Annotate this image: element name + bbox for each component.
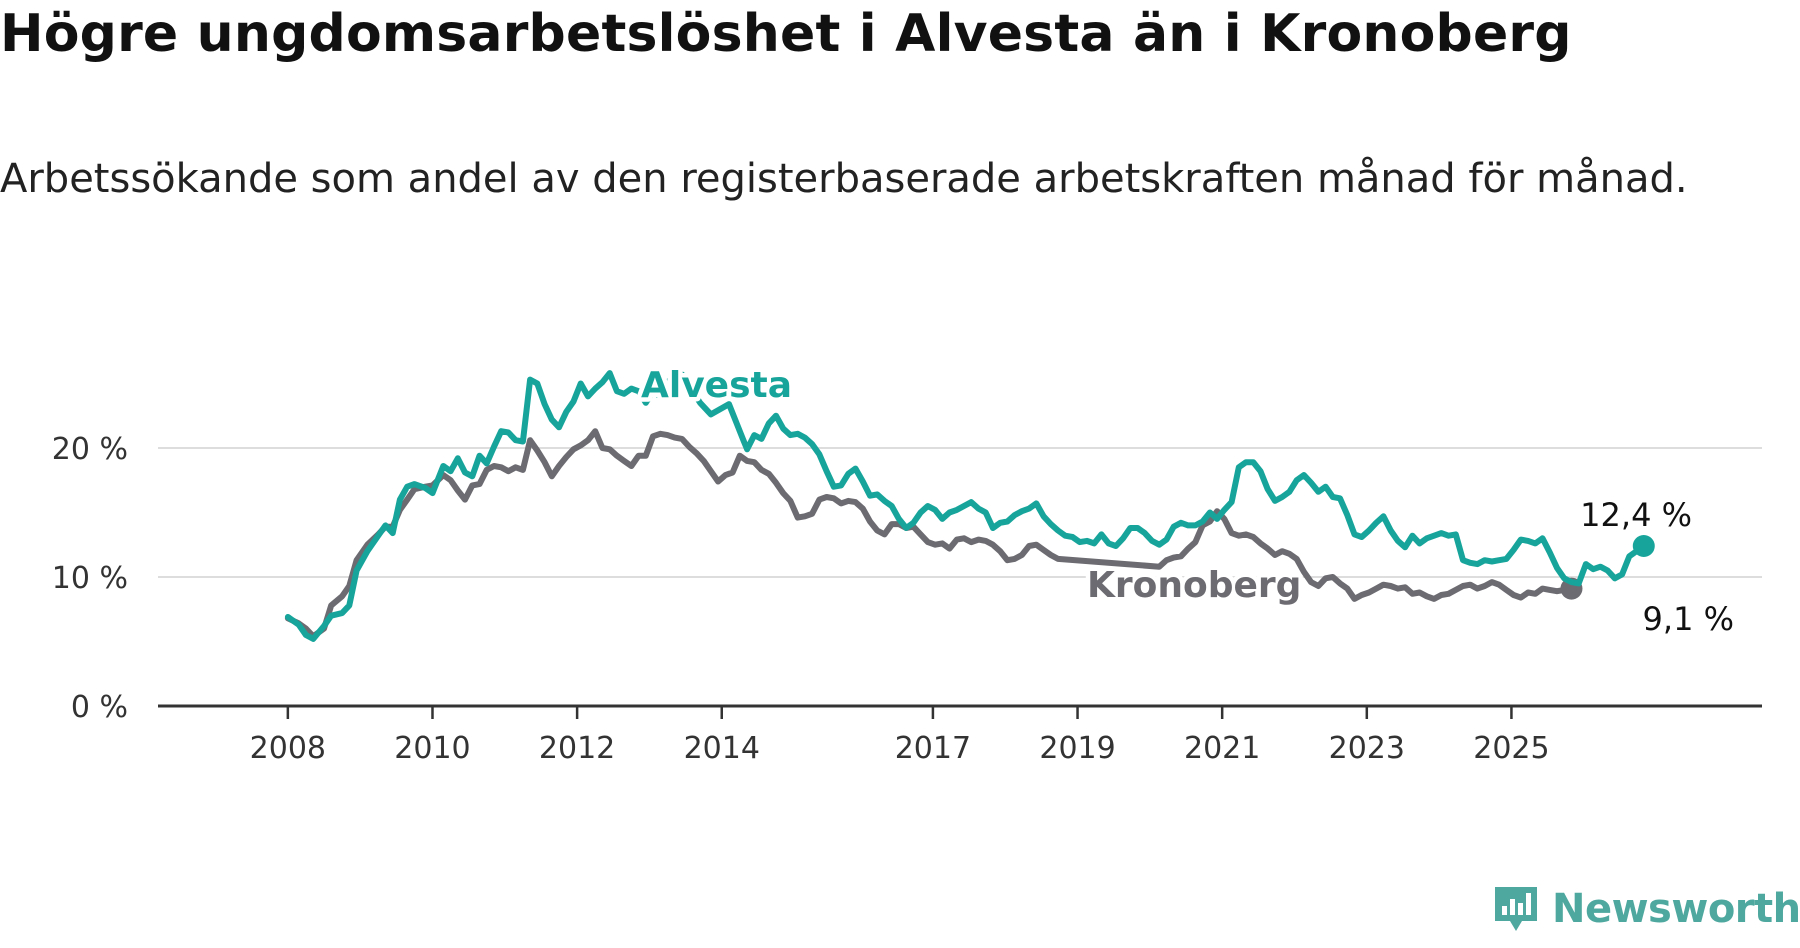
- x-tick-label: 2012: [539, 731, 615, 766]
- x-tick-label: 2017: [895, 731, 971, 766]
- series-lines: [284, 368, 1655, 642]
- brand-name: Newsworthy: [1552, 886, 1800, 932]
- x-tick-label: 2008: [250, 731, 326, 766]
- series-line-alvesta: [284, 368, 1647, 642]
- x-tick-label: 2023: [1329, 731, 1405, 766]
- x-tick-label: 2019: [1039, 731, 1115, 766]
- series-line-kronoberg: [284, 428, 1575, 640]
- end-value-kronoberg: 9,1 %: [1643, 600, 1734, 638]
- newsworthy-chart-icon: [1495, 887, 1537, 931]
- y-tick-label: 10 %: [52, 561, 128, 596]
- x-tick-label: 2021: [1184, 731, 1260, 766]
- x-tick-label: 2010: [394, 731, 470, 766]
- end-point-alvesta: [1632, 535, 1655, 558]
- series-label-kronoberg: Kronoberg: [1087, 565, 1301, 606]
- axes: 0 % 10 % 20 % 2008 2010 2012 2014 2017 2019 2021 2…: [52, 432, 1762, 766]
- series-labels: Alvesta Kronoberg 12,4 % 9,1 %: [637, 361, 1739, 643]
- x-tick-label: 2025: [1473, 731, 1549, 766]
- series-label-alvesta: Alvesta: [641, 365, 792, 406]
- x-tick-label: 2014: [684, 731, 760, 766]
- chart-title: Högre ungdomsarbetslöshet i Alvesta än i…: [0, 4, 1572, 64]
- newsworthy-logo: Newsworthy: [1492, 884, 1800, 934]
- end-value-alvesta: 12,4 %: [1580, 496, 1692, 534]
- y-tick-label: 0 %: [71, 690, 128, 725]
- y-tick-label: 20 %: [52, 432, 128, 467]
- grid-lines: [158, 446, 1762, 578]
- chart-subtitle: Arbetssökande som andel av den registerb…: [0, 156, 1688, 202]
